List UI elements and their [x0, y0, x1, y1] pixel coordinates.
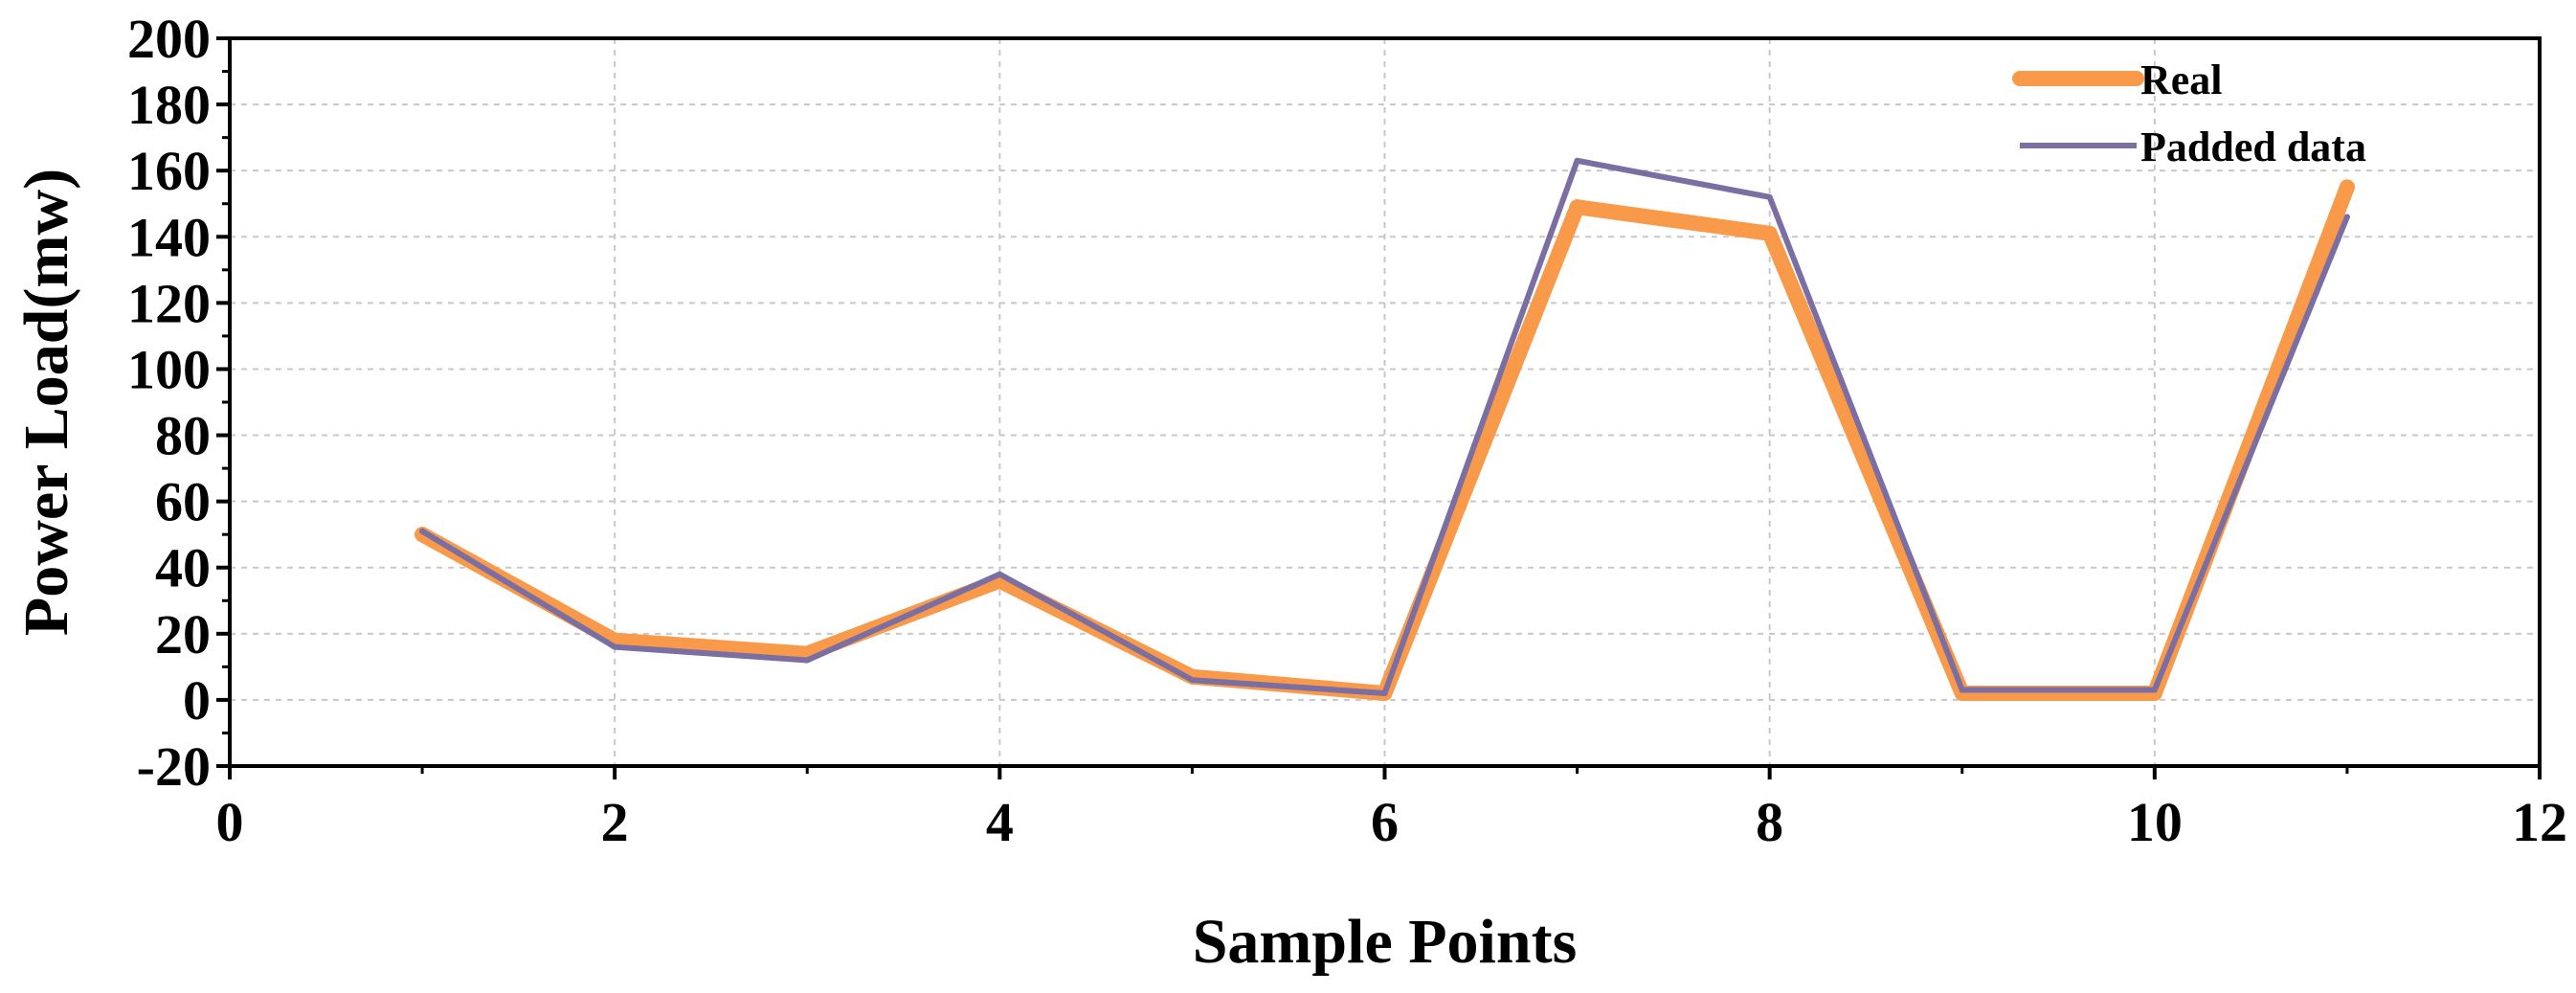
data-point — [1761, 225, 1778, 241]
data-point — [419, 528, 426, 534]
legend: Real Padded data — [2012, 56, 2366, 170]
legend-real-label: Real — [2140, 56, 2223, 103]
data-point — [2151, 687, 2158, 693]
data-point — [2343, 214, 2350, 220]
y-tick-label: 100 — [127, 338, 211, 400]
y-tick-label: 60 — [155, 471, 211, 533]
x-axis: 0 2 4 6 8 10 12 — [216, 766, 2567, 853]
data-point — [1959, 687, 1965, 693]
data-point — [1574, 157, 1580, 164]
data-point — [2339, 179, 2355, 195]
y-tick-label: 80 — [155, 405, 211, 467]
y-tick-label: 200 — [127, 8, 211, 70]
x-tick-label: 8 — [1756, 791, 1783, 853]
data-point — [997, 571, 1003, 577]
series-padded — [419, 157, 2350, 696]
data-point — [612, 643, 618, 650]
y-tick-label: 120 — [127, 272, 211, 334]
x-tick-label: 12 — [2512, 791, 2567, 853]
y-tick-label: -20 — [137, 735, 211, 798]
x-tick-label: 6 — [1371, 791, 1399, 853]
y-tick-label: 40 — [155, 537, 211, 599]
y-tick-label: 20 — [155, 603, 211, 666]
y-tick-label: 140 — [127, 206, 211, 268]
data-point — [1381, 690, 1388, 696]
data-point — [804, 657, 811, 664]
data-point — [1189, 677, 1196, 684]
x-tick-label: 10 — [2127, 791, 2183, 853]
y-axis-title: Power Load(mw) — [11, 169, 81, 636]
y-tick-label: 160 — [127, 140, 211, 202]
x-axis-title: Sample Points — [1193, 907, 1578, 977]
y-tick-label: 0 — [183, 669, 211, 732]
data-point — [1766, 193, 1773, 200]
x-tick-label: 4 — [986, 791, 1014, 853]
y-tick-label: 180 — [127, 74, 211, 136]
legend-padded-label: Padded data — [2140, 124, 2366, 170]
data-point — [1569, 199, 1585, 215]
x-tick-label: 2 — [601, 791, 629, 853]
x-tick-label: 0 — [216, 791, 244, 853]
